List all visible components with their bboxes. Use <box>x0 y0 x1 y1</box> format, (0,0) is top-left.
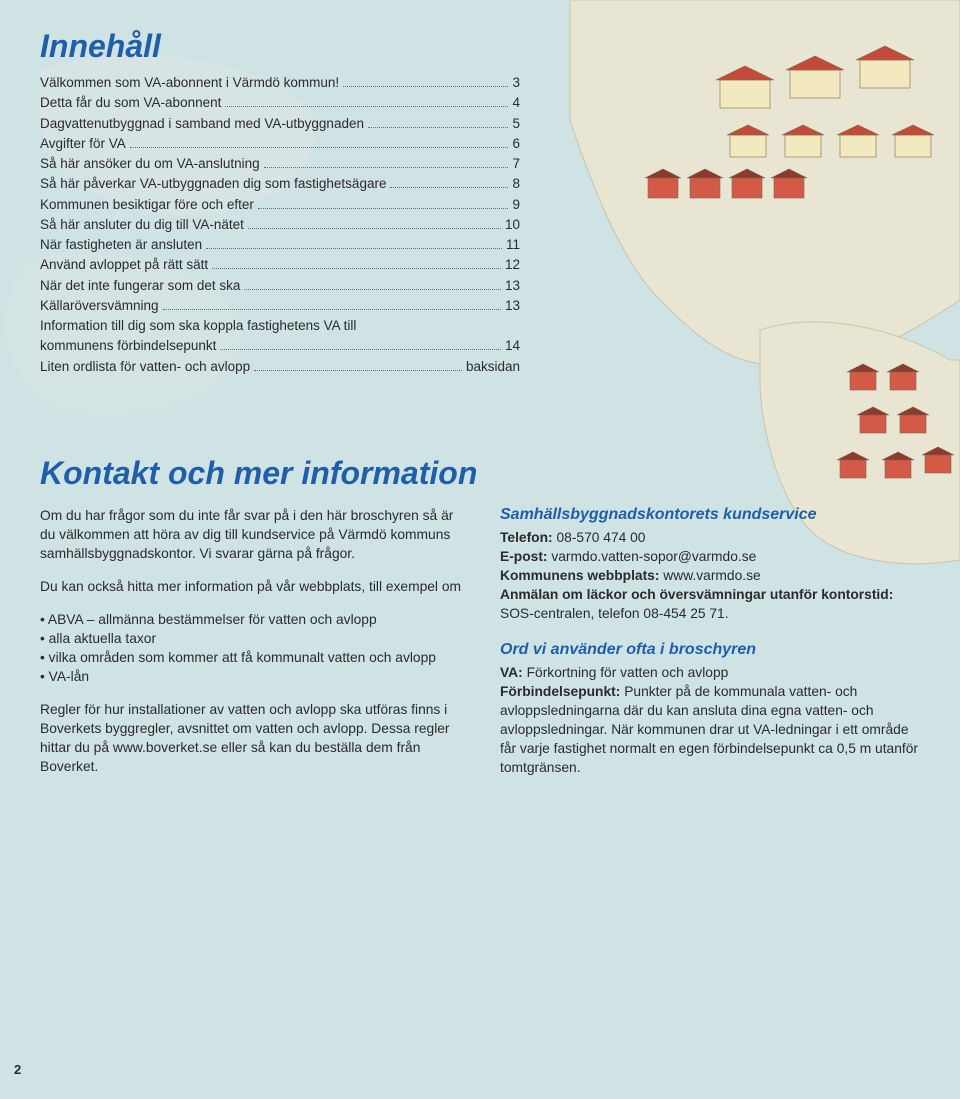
toc-label: Välkommen som VA-abonnent i Värmdö kommu… <box>40 73 339 93</box>
toc-label: Detta får du som VA-abonnent <box>40 93 221 113</box>
toc-label: Kommunen besiktigar före och efter <box>40 195 254 215</box>
two-column-layout: Om du har frågor som du inte får svar på… <box>40 506 920 795</box>
toc-page: 9 <box>512 195 520 215</box>
toc-row: Kommunen besiktigar före och efter 9 <box>40 195 520 215</box>
glossary-heading: Ord vi använder ofta i broschyren <box>500 641 920 659</box>
toc-label: Dagvattenutbyggnad i samband med VA-utby… <box>40 114 364 134</box>
telefon-value: 08-570 474 00 <box>556 530 645 545</box>
toc-page: 8 <box>512 174 520 194</box>
toc-page: 13 <box>505 296 520 316</box>
kundservice-body: Telefon: 08-570 474 00 E-post: varmdo.va… <box>500 528 920 623</box>
toc-page: 13 <box>505 276 520 296</box>
page-number: 2 <box>14 1062 21 1077</box>
toc-page: 3 <box>512 73 520 93</box>
va-def: Förkortning för vatten och avlopp <box>527 665 729 680</box>
fp-label: Förbindelsepunkt: <box>500 684 620 699</box>
toc-page: baksidan <box>466 357 520 377</box>
toc-row: Avgifter för VA 6 <box>40 134 520 154</box>
toc-label: Information till dig som ska koppla fast… <box>40 316 520 336</box>
toc-page: 14 <box>505 336 520 356</box>
toc-row: När det inte fungerar som det ska 13 <box>40 276 520 296</box>
leak-label: Anmälan om läckor och översvämningar uta… <box>500 587 893 602</box>
toc-page: 4 <box>512 93 520 113</box>
list-item: ABVA – allmänna bestämmelser för vatten … <box>40 610 470 629</box>
toc-label: Så här ansöker du om VA-anslutning <box>40 154 260 174</box>
webbplats-value: www.varmdo.se <box>663 568 760 583</box>
kundservice-block: Samhällsbyggnadskontorets kundservice Te… <box>500 506 920 623</box>
intro-paragraph: Om du har frågor som du inte får svar på… <box>40 506 470 563</box>
toc-heading: Innehåll <box>40 28 920 65</box>
page-content: Innehåll Välkommen som VA-abonnent i Vär… <box>0 0 960 795</box>
right-column: Samhällsbyggnadskontorets kundservice Te… <box>500 506 920 795</box>
epost-label: E-post: <box>500 549 548 564</box>
glossary-body: VA: Förkortning för vatten och avlopp Fö… <box>500 663 920 777</box>
toc-page: 6 <box>512 134 520 154</box>
contact-heading: Kontakt och mer information <box>40 455 920 492</box>
toc-label: Så här påverkar VA-utbyggnaden dig som f… <box>40 174 386 194</box>
toc-row: När fastigheten är ansluten 11 <box>40 235 520 255</box>
toc-page: 7 <box>512 154 520 174</box>
toc-label: Liten ordlista för vatten- och avlopp <box>40 357 250 377</box>
telefon-label: Telefon: <box>500 530 553 545</box>
toc-page: 5 <box>512 114 520 134</box>
toc-row: Detta får du som VA-abonnent 4 <box>40 93 520 113</box>
toc-row: Använd avloppet på rätt sätt 12 <box>40 255 520 275</box>
toc-label: Avgifter för VA <box>40 134 126 154</box>
toc-row: Så här ansöker du om VA-anslutning 7 <box>40 154 520 174</box>
list-item: VA-lån <box>40 667 470 686</box>
list-item: vilka områden som kommer att få kommunal… <box>40 648 470 667</box>
epost-value: varmdo.vatten-sopor@varmdo.se <box>551 549 756 564</box>
glossary-block: Ord vi använder ofta i broschyren VA: Fö… <box>500 641 920 777</box>
left-column: Om du har frågor som du inte får svar på… <box>40 506 470 795</box>
toc-label: Använd avloppet på rätt sätt <box>40 255 208 275</box>
webbplats-label: Kommunens webbplats: <box>500 568 659 583</box>
leak-value: SOS-centralen, telefon 08-454 25 71. <box>500 606 729 621</box>
toc-row: Liten ordlista för vatten- och avlopp bak… <box>40 357 520 377</box>
toc-row: Välkommen som VA-abonnent i Värmdö kommu… <box>40 73 520 93</box>
toc-row: Källaröversvämning 13 <box>40 296 520 316</box>
kundservice-heading: Samhällsbyggnadskontorets kundservice <box>500 506 920 524</box>
toc-page: 12 <box>505 255 520 275</box>
boverket-paragraph: Regler för hur installationer av vatten … <box>40 700 470 776</box>
toc-row: Dagvattenutbyggnad i samband med VA-utby… <box>40 114 520 134</box>
toc-label: Källaröversvämning <box>40 296 159 316</box>
toc-row: Så här påverkar VA-utbyggnaden dig som f… <box>40 174 520 194</box>
toc-page: 11 <box>506 235 520 255</box>
toc-page: 10 <box>505 215 520 235</box>
web-info-intro: Du kan också hitta mer information på vå… <box>40 577 470 596</box>
info-bullet-list: ABVA – allmänna bestämmelser för vatten … <box>40 610 470 686</box>
list-item: alla aktuella taxor <box>40 629 470 648</box>
toc-row: Så här ansluter du dig till VA-nätet 10 <box>40 215 520 235</box>
toc-label: Så här ansluter du dig till VA-nätet <box>40 215 244 235</box>
toc-label: kommunens förbindelsepunkt <box>40 336 216 356</box>
table-of-contents: Välkommen som VA-abonnent i Värmdö kommu… <box>40 73 520 377</box>
toc-label: När det inte fungerar som det ska <box>40 276 240 296</box>
va-label: VA: <box>500 665 523 680</box>
toc-row: Information till dig som ska koppla fast… <box>40 316 520 357</box>
toc-label: När fastigheten är ansluten <box>40 235 202 255</box>
